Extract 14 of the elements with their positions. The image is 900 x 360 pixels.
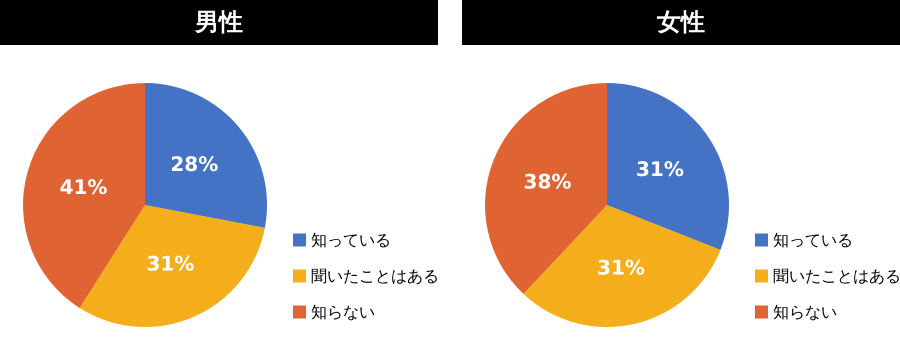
chart-title: 女性 <box>462 0 900 45</box>
data-label: 38% <box>524 169 572 194</box>
legend-label: 知らない <box>773 302 837 322</box>
data-label: 41% <box>60 175 108 200</box>
legend-label: 知っている <box>311 230 391 250</box>
legend-label: 知らない <box>311 302 375 322</box>
data-label: 31% <box>146 252 194 276</box>
data-label: 31% <box>597 255 645 280</box>
legend-label: 聞いたことはある <box>773 266 900 286</box>
legend-label: 聞いたことはある <box>311 266 439 286</box>
data-label: 31% <box>636 157 684 182</box>
legend-label: 知っている <box>773 230 853 250</box>
data-label: 28% <box>170 152 218 176</box>
chart-title: 男性 <box>0 0 438 45</box>
